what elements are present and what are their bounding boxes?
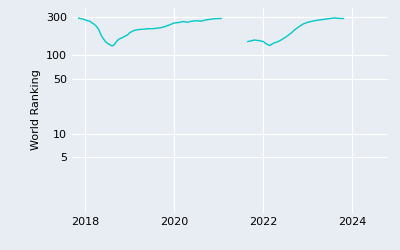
Y-axis label: World Ranking: World Ranking (30, 70, 40, 150)
